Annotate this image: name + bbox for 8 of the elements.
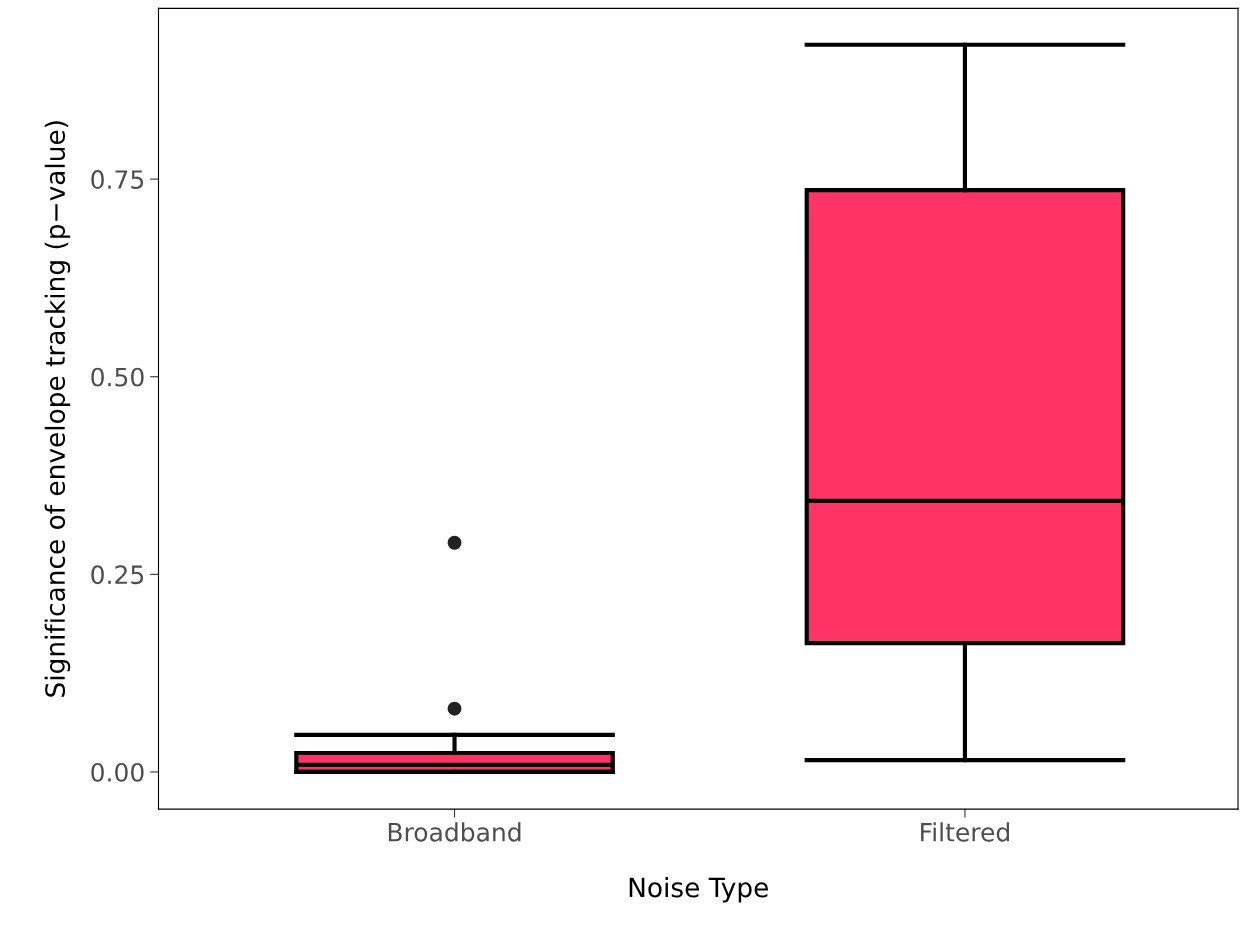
y-tick-label: 0.50 (91, 367, 144, 387)
x-tick-label: Broadband (388, 822, 521, 842)
y-tick-label: 0.00 (91, 762, 144, 782)
x-axis-title: Noise Type (629, 877, 768, 903)
y-tick-label: 0.25 (91, 565, 144, 585)
y-axis-title: Significance of envelope tracking (p−value) (44, 121, 71, 697)
x-tick-label: Filtered (921, 822, 1009, 842)
y-tick-label: 0.75 (91, 170, 144, 189)
